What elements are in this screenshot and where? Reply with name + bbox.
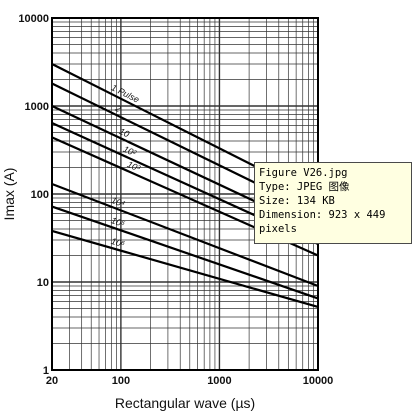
image-info-tooltip: Figure V26.jpg Type: JPEG 图像 Size: 134 KB D… [254, 162, 412, 244]
x-tick-label: 20 [46, 375, 58, 387]
series-label: 10⁵ [110, 215, 127, 229]
tick-labels: 20 100 1000 10000 1 10 100 1000 10000 [18, 13, 333, 387]
series-label: 10⁴ [110, 195, 127, 209]
series-label: 2 [113, 102, 123, 114]
tooltip-size: Size: 134 KB [259, 195, 335, 207]
series-line [51, 182, 319, 288]
tooltip-filename: Figure V26.jpg [259, 167, 348, 179]
y-tick-label: 10 [37, 277, 49, 289]
tooltip-dimension: Dimension: 923 x 449 [259, 209, 386, 221]
tooltip-dimension-unit: pixels [259, 223, 297, 235]
x-tick-label: 1000 [207, 375, 231, 387]
y-tick-label: 1 [43, 365, 49, 377]
tooltip-type: Type: JPEG 图像 [259, 181, 350, 193]
y-tick-label: 1000 [25, 101, 49, 113]
series-line [51, 205, 319, 300]
x-axis-label: Rectangular wave (µs) [115, 395, 255, 411]
series-label: 10⁶ [110, 236, 126, 249]
series-label: 10 [118, 126, 131, 139]
x-tick-label: 10000 [303, 375, 334, 387]
series-line [51, 229, 319, 309]
y-tick-label: 10000 [18, 13, 49, 25]
y-axis-label: Imax (A) [1, 168, 17, 221]
y-tick-label: 100 [31, 189, 49, 201]
x-tick-label: 100 [112, 375, 130, 387]
